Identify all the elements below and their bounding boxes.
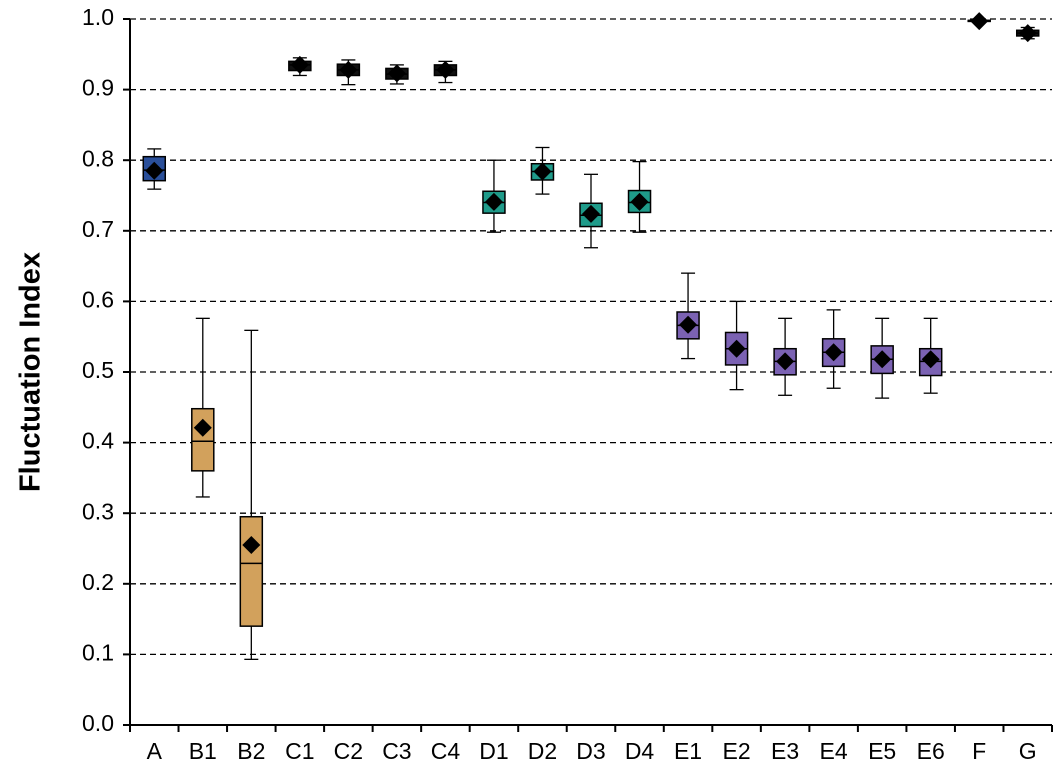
x-tick-label: E6 (917, 738, 945, 764)
x-tick-label: E3 (771, 738, 799, 764)
mean-marker (630, 192, 649, 211)
mean-marker (824, 343, 843, 362)
mean-marker (145, 161, 164, 180)
y-tick-label: 0.0 (82, 710, 114, 736)
y-tick-label: 0.3 (82, 498, 114, 524)
mean-marker (873, 350, 892, 369)
x-tick-label: E2 (723, 738, 751, 764)
mean-marker (970, 12, 989, 31)
y-tick-label: 0.7 (82, 216, 114, 242)
y-tick-label: 0.6 (82, 286, 114, 312)
mean-marker (484, 192, 503, 211)
y-tick-label: 0.4 (82, 428, 114, 454)
mean-marker (242, 535, 261, 554)
mean-marker (727, 339, 746, 358)
x-tick-label: B2 (237, 738, 265, 764)
y-tick-label: 0.5 (82, 357, 114, 383)
mean-marker (436, 60, 455, 79)
mean-marker (387, 64, 406, 83)
mean-marker (921, 350, 940, 369)
y-tick-label: 0.2 (82, 569, 114, 595)
mean-marker (533, 162, 552, 181)
x-tick-label: C4 (431, 738, 461, 764)
mean-marker (193, 418, 212, 437)
mean-marker (582, 204, 600, 223)
x-tick-label: A (147, 738, 163, 764)
x-tick-label: D1 (479, 738, 508, 764)
y-tick-label: 0.8 (82, 145, 114, 171)
x-tick-label: E1 (674, 738, 702, 764)
x-tick-label: C1 (285, 738, 314, 764)
y-tick-label: 0.9 (82, 75, 114, 101)
x-tick-label: D2 (528, 738, 557, 764)
mean-marker (290, 55, 309, 74)
x-tick-label: C3 (382, 738, 411, 764)
y-tick-label: 0.1 (82, 639, 114, 665)
box (191, 407, 215, 472)
x-tick-label: E5 (868, 738, 896, 764)
x-tick-label: B1 (189, 738, 217, 764)
mean-marker (679, 315, 698, 334)
x-tick-label: E4 (820, 738, 848, 764)
mean-marker (776, 352, 795, 371)
x-tick-label: G (1019, 738, 1037, 764)
mean-marker (339, 60, 358, 79)
y-axis-label: Fluctuation Index (15, 252, 47, 492)
mean-marker (1018, 24, 1037, 43)
x-tick-label: F (972, 738, 986, 764)
x-tick-label: D3 (576, 738, 605, 764)
box (239, 515, 264, 627)
y-tick-label: 1.0 (82, 4, 114, 30)
x-tick-label: C2 (334, 738, 363, 764)
x-tick-label: D4 (625, 738, 655, 764)
